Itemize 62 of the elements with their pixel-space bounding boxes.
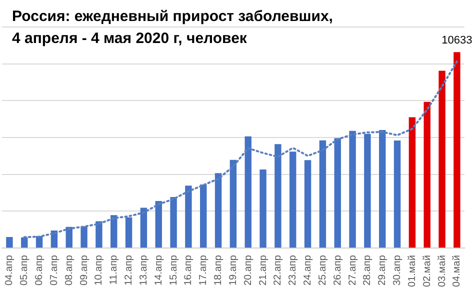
bar (125, 217, 132, 248)
bar (394, 140, 401, 248)
chart-title: Россия: ежедневный прирост заболевших, 4 апреля - 4 мая 2020 г, человек (12, 8, 333, 47)
bar (214, 173, 222, 248)
x-tick-label: 26.апр (332, 254, 344, 286)
bar (408, 117, 416, 248)
x-tick-label: 08.апр (64, 254, 75, 286)
bar (185, 186, 192, 248)
bar (140, 208, 148, 248)
x-tick-label: 13.апр (138, 254, 150, 286)
x-tick-label: 24.апр (302, 254, 314, 286)
bar (274, 144, 282, 248)
x-tick-label: 05.апр (19, 254, 30, 286)
x-tick-label: 30.апр (392, 254, 404, 286)
bar (200, 184, 207, 248)
bar (454, 52, 460, 248)
x-tick-label: 09.апр (78, 254, 90, 286)
x-tick-label: 28.апр (362, 254, 374, 286)
bar (260, 169, 266, 248)
x-tick-label: 14.апр (153, 254, 164, 286)
x-tick-label: 15.апр (168, 254, 180, 286)
bar (349, 130, 356, 248)
bar (66, 226, 72, 248)
bar (334, 138, 341, 248)
bar (96, 221, 102, 248)
x-tick-label: 03.май (436, 255, 448, 288)
bar (6, 237, 13, 248)
x-tick-label: 23.апр (288, 254, 299, 286)
x-tick-label: 22.апр (272, 254, 284, 286)
x-tick-label: 19.апр (228, 254, 239, 286)
bar (110, 215, 118, 248)
x-tick-label: 11.апр (108, 254, 120, 285)
bar (304, 160, 312, 248)
x-tick-label: 17.апр (198, 254, 210, 286)
x-tick-label: 25.апр (317, 254, 328, 286)
x-tick-label: 04.апр (4, 254, 16, 286)
bar (379, 130, 386, 248)
bar (364, 134, 371, 248)
x-tick-label: 02.май (422, 255, 433, 288)
bar (290, 152, 296, 248)
x-tick-label: 21.апр (258, 254, 269, 286)
bar (244, 136, 252, 248)
bar (230, 160, 237, 248)
bar (80, 226, 88, 248)
x-tick-label: 27.апр (347, 254, 358, 286)
x-tick-label: 16.апр (183, 254, 194, 286)
x-tick-label: 20.апр (242, 254, 254, 286)
x-tick-label: 04.май (452, 255, 463, 288)
bar (438, 70, 446, 248)
bar (21, 237, 28, 248)
x-tick-label: 06.апр (34, 254, 46, 286)
x-tick-label: 01.май (406, 255, 418, 288)
bar (424, 102, 430, 248)
x-tick-label: 12.апр (124, 254, 135, 286)
x-tick-label: 29.апр (377, 254, 388, 286)
x-tick-label: 18.апр (213, 254, 224, 286)
bar (319, 140, 326, 248)
bar (155, 200, 162, 248)
bar (170, 196, 177, 248)
x-tick-label: 07.апр (48, 254, 60, 286)
data-label: 10633 (442, 34, 472, 47)
x-tick-label: 10.апр (94, 254, 105, 286)
